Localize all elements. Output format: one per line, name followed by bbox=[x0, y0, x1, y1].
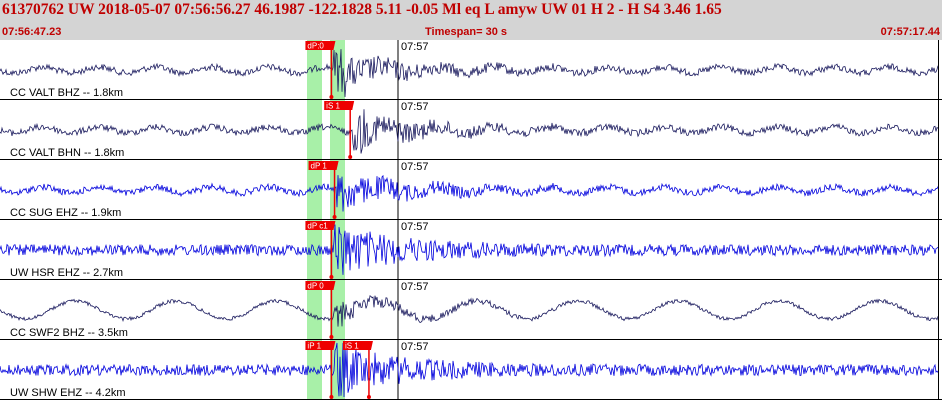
end-time: 07:57:17.44 bbox=[880, 26, 940, 38]
waveform-trace bbox=[0, 109, 939, 154]
pick-flag[interactable] bbox=[305, 221, 334, 230]
pick-marker-dot bbox=[329, 275, 334, 279]
pick-flag-tip bbox=[366, 341, 373, 350]
channel-panel[interactable]: 07:57 dP c1 UW HSR EHZ -- 2.7km bbox=[0, 220, 942, 280]
pick-label: iS 1 bbox=[345, 342, 359, 351]
pick-flag-tip bbox=[329, 221, 336, 230]
channel-label: UW SHW EHZ -- 4.2km bbox=[10, 387, 126, 399]
pick-label: iP 1 bbox=[307, 342, 321, 351]
minute-label: 07:57 bbox=[401, 281, 429, 293]
minute-label: 07:57 bbox=[401, 341, 429, 353]
pick-marker-dot bbox=[329, 95, 334, 99]
channel-panel[interactable]: 07:57 dP 1 CC SUG EHZ -- 1.9km bbox=[0, 160, 942, 220]
waveform-trace bbox=[0, 342, 939, 398]
channel-panel[interactable]: 07:57 iS 1 CC VALT BHN -- 1.8km bbox=[0, 100, 942, 160]
pick-label: dP:0 bbox=[307, 42, 324, 51]
pick-flag-tip bbox=[332, 161, 339, 170]
pick-marker-dot bbox=[332, 215, 337, 219]
pick-flag[interactable] bbox=[305, 41, 334, 50]
pick-marker-dot bbox=[366, 395, 371, 399]
pick-marker-dot bbox=[329, 395, 334, 399]
pick-flag-tip bbox=[329, 281, 336, 290]
pick-window-highlight bbox=[307, 40, 322, 100]
channel-panel[interactable]: 07:57 dP:0 CC VALT BHZ -- 1.8km bbox=[0, 40, 942, 100]
minute-label: 07:57 bbox=[401, 101, 429, 113]
waveform-trace bbox=[0, 224, 939, 275]
pick-window-highlight bbox=[307, 280, 322, 340]
pick-flag[interactable] bbox=[305, 281, 334, 290]
pick-flag-tip bbox=[348, 101, 355, 110]
pick-flag[interactable] bbox=[305, 341, 334, 350]
channel-label: UW HSR EHZ -- 2.7km bbox=[10, 267, 123, 279]
pick-flag-tip bbox=[329, 341, 336, 350]
start-time: 07:56:47.23 bbox=[2, 26, 62, 38]
pick-flag[interactable] bbox=[308, 161, 337, 170]
waveform-trace bbox=[0, 174, 939, 212]
pick-label: dP c1 bbox=[307, 222, 328, 231]
minute-label: 07:57 bbox=[401, 161, 429, 173]
seismogram-panel[interactable]: 07:57 dP:0 CC VALT BHZ -- 1.8km 07:57 iS 1 CC… bbox=[0, 40, 942, 400]
pick-window-highlight bbox=[307, 160, 322, 220]
pick-flag[interactable] bbox=[324, 101, 353, 110]
pick-marker-dot bbox=[329, 335, 334, 339]
pick-label: iS 1 bbox=[326, 102, 340, 111]
timespan-label: Timespan= 30 s bbox=[425, 26, 508, 38]
channel-label: CC SUG EHZ -- 1.9km bbox=[10, 207, 121, 219]
waveform-trace bbox=[0, 295, 939, 327]
pick-flag[interactable] bbox=[342, 341, 371, 350]
pick-window-highlight bbox=[307, 100, 322, 160]
pick-label: dP 1 bbox=[311, 162, 328, 171]
channel-label: CC VALT BHZ -- 1.8km bbox=[10, 87, 123, 99]
event-summary: 61370762 UW 2018-05-07 07:56:56.27 46.19… bbox=[2, 1, 722, 18]
minute-label: 07:57 bbox=[401, 41, 429, 53]
channel-label: CC SWF2 BHZ -- 3.5km bbox=[10, 327, 128, 339]
waveform-trace bbox=[0, 49, 939, 98]
pick-window-highlight bbox=[307, 220, 322, 280]
pick-label: dP 0 bbox=[307, 282, 324, 291]
channel-panel[interactable]: 07:57 iP 1 iS 1 UW SHW EHZ -- 4.2km bbox=[0, 340, 942, 400]
channel-panel[interactable]: 07:57 dP 0 CC SWF2 BHZ -- 3.5km bbox=[0, 280, 942, 340]
minute-label: 07:57 bbox=[401, 221, 429, 233]
event-header: 61370762 UW 2018-05-07 07:56:56.27 46.19… bbox=[0, 0, 942, 40]
pick-marker-dot bbox=[348, 155, 353, 159]
channel-label: CC VALT BHN -- 1.8km bbox=[10, 147, 124, 159]
pick-window-highlight bbox=[330, 100, 345, 160]
pick-flag-tip bbox=[329, 41, 336, 50]
